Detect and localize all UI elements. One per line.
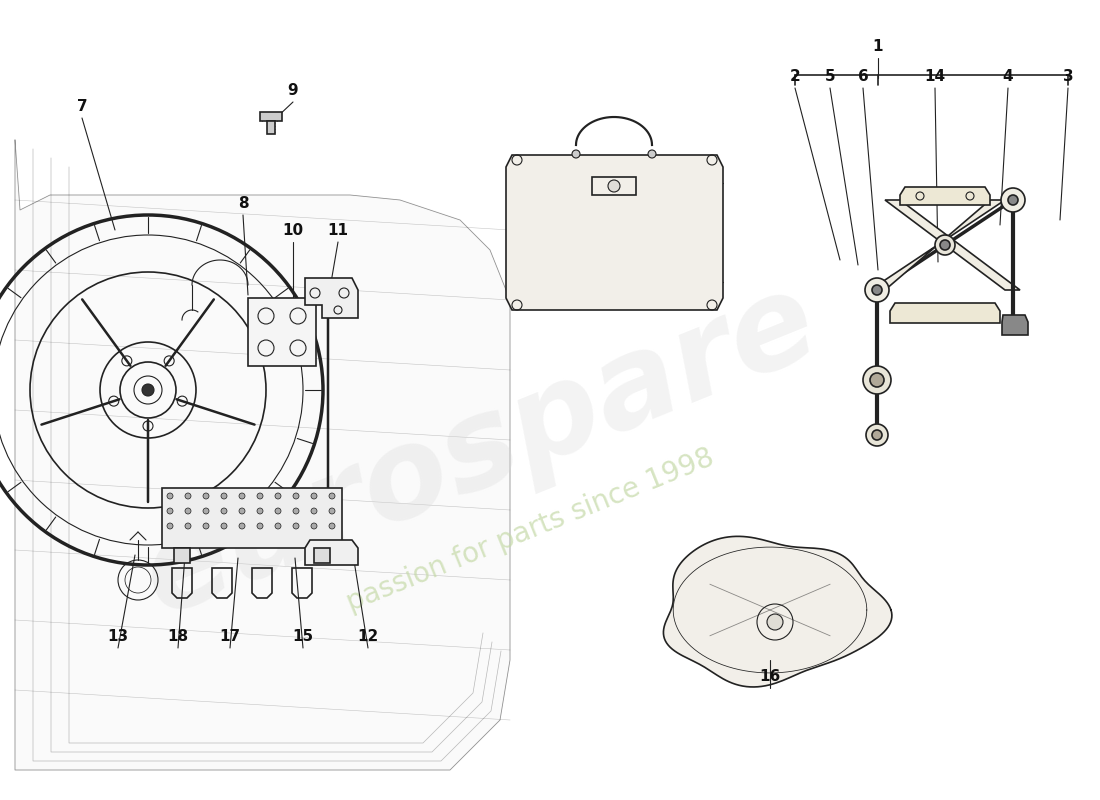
Text: passion for parts since 1998: passion for parts since 1998 xyxy=(342,443,718,617)
Text: 5: 5 xyxy=(825,69,835,84)
Text: eurospare: eurospare xyxy=(125,260,835,640)
Circle shape xyxy=(293,523,299,529)
Circle shape xyxy=(866,424,888,446)
Circle shape xyxy=(167,523,173,529)
Circle shape xyxy=(935,235,955,255)
Text: 3: 3 xyxy=(1063,69,1074,84)
Circle shape xyxy=(239,493,245,499)
Polygon shape xyxy=(305,540,358,565)
Circle shape xyxy=(185,493,191,499)
Text: 13: 13 xyxy=(108,629,129,644)
Circle shape xyxy=(275,493,280,499)
Text: 9: 9 xyxy=(288,83,298,98)
Polygon shape xyxy=(870,200,1005,290)
Text: 1: 1 xyxy=(872,39,883,54)
Text: 2: 2 xyxy=(790,69,801,84)
Circle shape xyxy=(167,508,173,514)
Circle shape xyxy=(940,240,950,250)
Circle shape xyxy=(257,493,263,499)
Polygon shape xyxy=(1002,315,1028,335)
Text: 7: 7 xyxy=(77,99,87,114)
Text: 6: 6 xyxy=(858,69,868,84)
Circle shape xyxy=(275,508,280,514)
Circle shape xyxy=(864,366,891,394)
Polygon shape xyxy=(305,278,358,318)
Circle shape xyxy=(167,493,173,499)
Circle shape xyxy=(293,493,299,499)
Polygon shape xyxy=(900,187,990,205)
Circle shape xyxy=(648,150,656,158)
Circle shape xyxy=(329,508,336,514)
Circle shape xyxy=(872,285,882,295)
Circle shape xyxy=(329,523,336,529)
Polygon shape xyxy=(267,121,275,134)
Polygon shape xyxy=(174,548,190,563)
Circle shape xyxy=(142,384,154,396)
Circle shape xyxy=(275,523,280,529)
Circle shape xyxy=(311,493,317,499)
Polygon shape xyxy=(886,200,1020,290)
Circle shape xyxy=(293,508,299,514)
Circle shape xyxy=(1001,188,1025,212)
Polygon shape xyxy=(314,548,330,563)
Circle shape xyxy=(572,150,580,158)
Circle shape xyxy=(204,493,209,499)
Circle shape xyxy=(257,523,263,529)
Circle shape xyxy=(257,508,263,514)
Circle shape xyxy=(329,493,336,499)
Text: 14: 14 xyxy=(924,69,946,84)
Polygon shape xyxy=(506,155,723,310)
Polygon shape xyxy=(890,303,1000,323)
Polygon shape xyxy=(248,298,316,366)
Circle shape xyxy=(239,508,245,514)
Text: 18: 18 xyxy=(167,629,188,644)
Text: 11: 11 xyxy=(328,223,349,238)
Text: 12: 12 xyxy=(358,629,378,644)
Text: 4: 4 xyxy=(1003,69,1013,84)
Circle shape xyxy=(872,430,882,440)
Circle shape xyxy=(865,278,889,302)
Text: 8: 8 xyxy=(238,196,249,211)
Circle shape xyxy=(185,508,191,514)
Text: 17: 17 xyxy=(219,629,241,644)
Circle shape xyxy=(870,373,884,387)
Circle shape xyxy=(1008,195,1018,205)
Circle shape xyxy=(608,180,620,192)
Circle shape xyxy=(311,508,317,514)
Polygon shape xyxy=(260,112,282,121)
Polygon shape xyxy=(15,140,510,770)
Circle shape xyxy=(239,523,245,529)
Circle shape xyxy=(221,523,227,529)
Polygon shape xyxy=(663,536,892,687)
Circle shape xyxy=(311,523,317,529)
Circle shape xyxy=(204,523,209,529)
Circle shape xyxy=(767,614,783,630)
Text: 15: 15 xyxy=(293,629,314,644)
Text: 10: 10 xyxy=(283,223,304,238)
Circle shape xyxy=(204,508,209,514)
Circle shape xyxy=(221,508,227,514)
Circle shape xyxy=(185,523,191,529)
Polygon shape xyxy=(162,488,342,548)
Text: 16: 16 xyxy=(759,669,781,684)
Circle shape xyxy=(221,493,227,499)
